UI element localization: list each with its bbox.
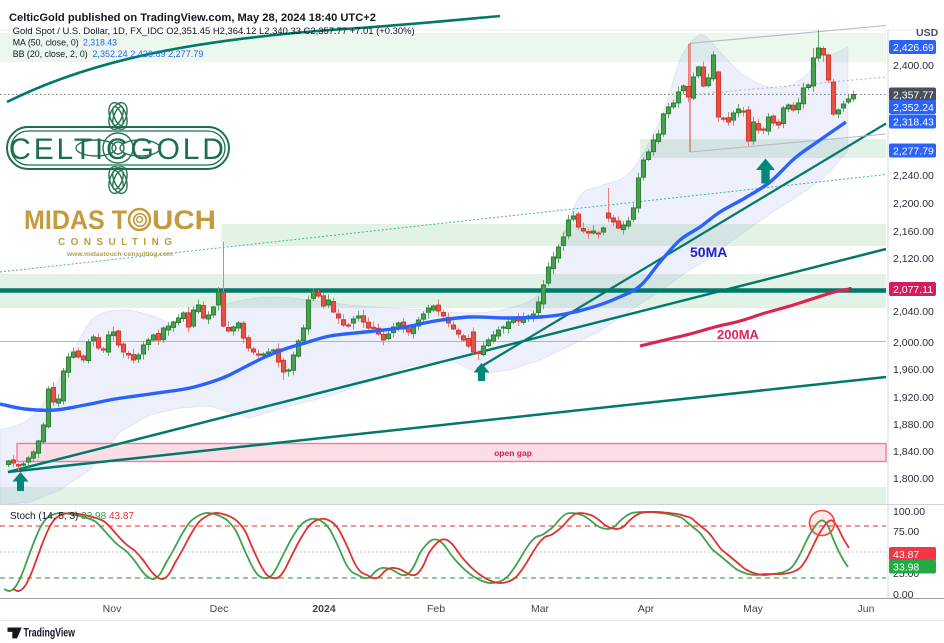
svg-text:2,160.00: 2,160.00 (893, 226, 934, 238)
svg-text:Stoch (14, 5, 3) 33.98 43.87: Stoch (14, 5, 3) 33.98 43.87 (10, 511, 134, 522)
svg-text:1,840.00: 1,840.00 (893, 446, 934, 458)
svg-text:0.00: 0.00 (893, 589, 914, 601)
svg-text:Dec: Dec (210, 603, 229, 615)
svg-text:Feb: Feb (427, 603, 445, 615)
svg-text:2,120.00: 2,120.00 (893, 253, 934, 265)
svg-text:MA (50, close, 0): MA (50, close, 0) (13, 38, 79, 48)
svg-text:May: May (743, 603, 764, 615)
svg-text:2,000.00: 2,000.00 (893, 337, 934, 349)
svg-text:CONSULTING: CONSULTING (58, 237, 177, 248)
svg-text:Nov: Nov (103, 603, 122, 615)
svg-text:2024: 2024 (312, 603, 336, 615)
svg-text:UCH: UCH (152, 205, 216, 235)
svg-text:2,352.24 2,426.69 2,277.79: 2,352.24 2,426.69 2,277.79 (92, 49, 203, 59)
svg-text:MIDAS T: MIDAS T (24, 205, 127, 235)
svg-text:CELTICGOLD: CELTICGOLD (9, 133, 226, 166)
svg-text:1,960.00: 1,960.00 (893, 364, 934, 376)
svg-text:75.00: 75.00 (893, 526, 919, 538)
svg-text:BB (20, close, 2, 0): BB (20, close, 2, 0) (13, 49, 88, 59)
svg-text:Gold Spot / U.S. Dollar, 1D, F: Gold Spot / U.S. Dollar, 1D, FX_IDC O2,3… (13, 26, 415, 36)
svg-text:100.00: 100.00 (893, 506, 925, 518)
svg-text:2,357.77: 2,357.77 (893, 90, 934, 102)
svg-text:200MA: 200MA (717, 327, 760, 342)
svg-text:2,352.24: 2,352.24 (893, 102, 934, 114)
svg-text:2,240.00: 2,240.00 (893, 170, 934, 182)
svg-text:www.midastouch-consulting.com: www.midastouch-consulting.com (66, 251, 173, 258)
svg-text:1,800.00: 1,800.00 (893, 473, 934, 485)
svg-text:2,040.00: 2,040.00 (893, 306, 934, 318)
svg-text:2,400.00: 2,400.00 (893, 60, 934, 72)
svg-text:CelticGold published on Tradin: CelticGold published on TradingView.com,… (9, 12, 376, 24)
svg-text:2,426.69: 2,426.69 (893, 42, 934, 54)
svg-text:43.87: 43.87 (893, 549, 919, 561)
svg-text:USD: USD (916, 27, 939, 39)
svg-text:Apr: Apr (638, 603, 655, 615)
svg-text:open gap: open gap (494, 448, 532, 458)
svg-text:33.98: 33.98 (893, 562, 919, 574)
svg-text:2,077.11: 2,077.11 (893, 284, 933, 296)
svg-text:50MA: 50MA (690, 244, 727, 260)
svg-text:TradingView: TradingView (24, 628, 76, 640)
svg-text:Mar: Mar (531, 603, 550, 615)
svg-text:2,277.79: 2,277.79 (893, 146, 934, 158)
svg-text:2,318.43: 2,318.43 (83, 38, 117, 48)
svg-text:2,318.43: 2,318.43 (893, 117, 934, 129)
svg-text:1,920.00: 1,920.00 (893, 392, 934, 404)
svg-text:2,200.00: 2,200.00 (893, 198, 934, 210)
svg-text:1,880.00: 1,880.00 (893, 419, 934, 431)
svg-text:Jun: Jun (858, 603, 875, 615)
